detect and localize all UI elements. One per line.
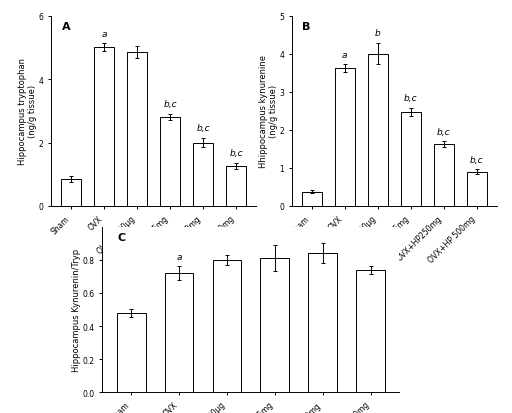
Bar [212,260,241,392]
Bar [467,172,487,206]
Text: b: b [375,29,380,38]
Text: A: A [61,22,70,32]
Text: a: a [101,30,107,39]
Text: b,c: b,c [163,100,177,109]
Bar [368,55,388,206]
Bar [356,270,385,392]
Bar [160,118,180,206]
Bar [226,167,246,206]
Bar [261,259,289,392]
Y-axis label: Hhippocampus kynurenine
(ng/g tissue): Hhippocampus kynurenine (ng/g tissue) [259,55,278,168]
Text: B: B [302,22,310,32]
Bar [308,254,337,392]
Bar [94,48,114,206]
Text: a: a [176,253,182,262]
Bar [193,143,213,206]
Y-axis label: Hippocampus tryptophan
(ng/g tissue): Hippocampus tryptophan (ng/g tissue) [18,58,37,165]
Bar [165,273,194,392]
Text: b,c: b,c [404,94,418,103]
Text: b,c: b,c [229,149,243,158]
Text: C: C [117,232,125,242]
Y-axis label: Hippocampus Kynurenin/Tryp: Hippocampus Kynurenin/Tryp [72,248,81,371]
Text: b,c: b,c [196,124,210,133]
Bar [117,313,145,392]
Bar [335,69,355,206]
Text: b,c: b,c [437,127,451,136]
Bar [302,192,322,206]
Bar [61,180,81,206]
Text: b,c: b,c [470,155,484,164]
Bar [127,53,147,206]
Bar [434,145,454,206]
Bar [401,113,421,206]
Text: a: a [342,50,348,59]
